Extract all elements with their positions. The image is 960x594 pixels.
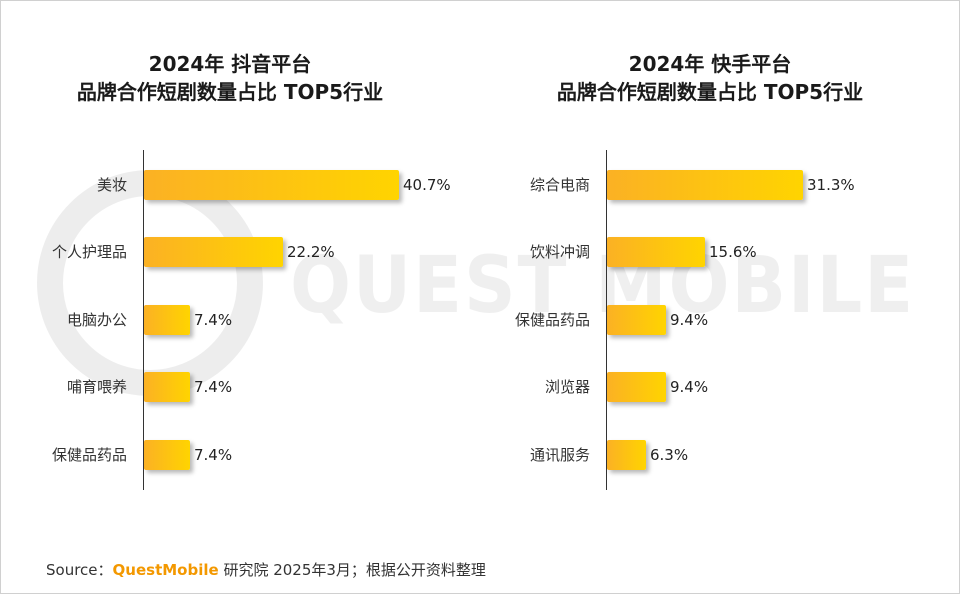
bar bbox=[144, 440, 190, 470]
category-label: 美妆 bbox=[96, 176, 127, 194]
bar bbox=[607, 372, 666, 402]
category-label: 电脑办公 bbox=[66, 311, 127, 329]
source-note: Source：QuestMobile 研究院 2025年3月；根据公开资料整理 bbox=[46, 559, 486, 581]
bar bbox=[144, 305, 190, 335]
chart-title-line2: 品牌合作短剧数量占比 TOP5行业 bbox=[556, 80, 864, 104]
data-label: 7.4% bbox=[194, 311, 233, 329]
data-label: 15.6% bbox=[709, 243, 757, 261]
chart-title-line1: 2024年 抖音平台 bbox=[148, 52, 312, 76]
data-label: 22.2% bbox=[287, 243, 335, 261]
category-label: 综合电商 bbox=[529, 176, 590, 194]
bar bbox=[607, 440, 646, 470]
category-label: 浏览器 bbox=[544, 378, 590, 396]
data-label: 7.4% bbox=[194, 446, 233, 464]
bar bbox=[144, 170, 399, 200]
category-label: 哺育喂养 bbox=[66, 378, 127, 396]
data-label: 40.7% bbox=[403, 176, 451, 194]
source-rest: 研究院 2025年3月；根据公开资料整理 bbox=[218, 561, 486, 579]
bar bbox=[607, 237, 705, 267]
data-label: 31.3% bbox=[807, 176, 855, 194]
bar bbox=[144, 372, 190, 402]
chart-title-kuaishou: 2024年 快手平台 品牌合作短剧数量占比 TOP5行业 bbox=[540, 50, 880, 106]
chart-title-line2: 品牌合作短剧数量占比 TOP5行业 bbox=[76, 80, 384, 104]
y-axis-line bbox=[143, 150, 144, 490]
y-axis-line bbox=[606, 150, 607, 490]
source-prefix: Source： bbox=[46, 561, 113, 579]
category-label: 保健品药品 bbox=[514, 311, 590, 329]
chart-title-douyin: 2024年 抖音平台 品牌合作短剧数量占比 TOP5行业 bbox=[60, 50, 400, 106]
category-label: 饮料冲调 bbox=[529, 243, 590, 261]
bar bbox=[144, 237, 283, 267]
chart-title-line1: 2024年 快手平台 bbox=[628, 52, 792, 76]
data-label: 7.4% bbox=[194, 378, 233, 396]
category-label: 通讯服务 bbox=[529, 446, 590, 464]
data-label: 6.3% bbox=[650, 446, 689, 464]
data-label: 9.4% bbox=[670, 311, 709, 329]
data-label: 9.4% bbox=[670, 378, 709, 396]
bar bbox=[607, 305, 666, 335]
source-brand: QuestMobile bbox=[112, 561, 219, 579]
category-label: 个人护理品 bbox=[51, 243, 127, 261]
category-label: 保健品药品 bbox=[51, 446, 127, 464]
bar bbox=[607, 170, 803, 200]
